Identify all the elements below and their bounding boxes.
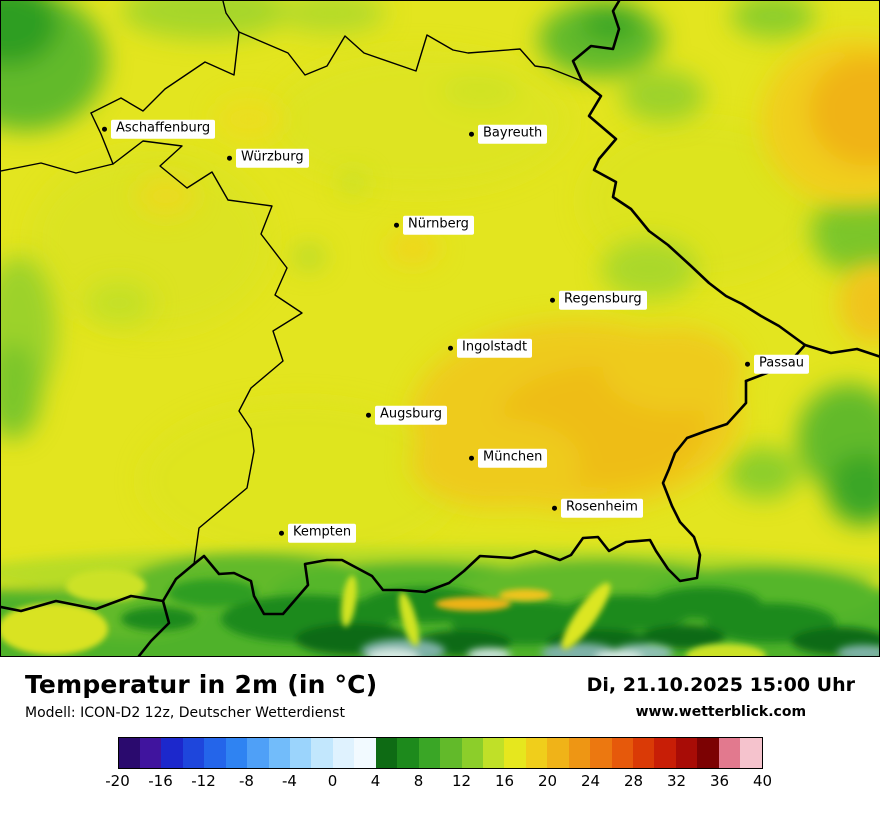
city-dot — [469, 131, 474, 137]
city-label: Ingolstadt — [457, 338, 533, 358]
legend-cell — [268, 738, 290, 768]
legend-cell — [633, 738, 655, 768]
city-dot — [550, 297, 555, 303]
green-cool-patches — [1, 1, 879, 525]
legend-cell — [461, 738, 483, 768]
legend-cell — [354, 738, 376, 768]
city-label: Nürnberg — [403, 215, 474, 235]
yellow-texture-patches — [31, 51, 821, 561]
legend-tick-label: -4 — [282, 772, 297, 790]
alps-cold-peaks — [361, 639, 879, 656]
legend-tick-label: -12 — [191, 772, 216, 790]
legend-cell — [590, 738, 612, 768]
city-label: Aschaffenburg — [111, 119, 216, 139]
footer-text-block: Temperatur in 2m (in °C) Modell: ICON-D2… — [0, 670, 880, 721]
city-marker-ingolstadt: Ingolstadt — [448, 338, 533, 358]
city-marker-bayreuth: Bayreuth — [469, 124, 548, 144]
legend-tick-label: 12 — [451, 772, 472, 790]
legend-cell — [161, 738, 183, 768]
legend-cell — [697, 738, 719, 768]
legend-tick-label: 16 — [494, 772, 515, 790]
alpine-valleys — [1, 570, 766, 656]
city-dot — [102, 126, 107, 132]
city-label-layer: Aschaffenburg Würzburg Bayreuth Nürnberg Reg… — [1, 1, 879, 656]
legend-tick-label: 40 — [752, 772, 773, 790]
page-title: Temperatur in 2m (in °C) — [25, 670, 378, 699]
legend-cell — [504, 738, 526, 768]
legend-tick-label: 28 — [623, 772, 644, 790]
city-dot — [448, 345, 453, 351]
legend-tick-label: -8 — [239, 772, 254, 790]
city-label: Rosenheim — [561, 498, 643, 518]
legend-tick-label: 24 — [580, 772, 601, 790]
city-dot — [469, 455, 474, 461]
state-border-lines — [1, 1, 583, 565]
temperature-legend: -20 -16 -12 -8 -4 0 4 8 12 16 20 24 28 32 36 40 — [0, 737, 880, 792]
legend-tick-label: -20 — [105, 772, 130, 790]
legend-cell — [525, 738, 548, 768]
city-marker-münchen: München — [469, 448, 548, 468]
city-marker-kempten: Kempten — [279, 523, 357, 543]
city-dot — [366, 412, 371, 418]
city-label: Kempten — [288, 523, 357, 543]
legend-tick-label: 0 — [327, 772, 338, 790]
model-info: Modell: ICON-D2 12z, Deutscher Wetterdie… — [25, 705, 345, 721]
legend-ticks: -20 -16 -12 -8 -4 0 4 8 12 16 20 24 28 32 36 40 — [105, 772, 772, 792]
legend-tick-label: 32 — [666, 772, 687, 790]
legend-cell — [440, 738, 462, 768]
temperature-map-svg — [1, 1, 879, 656]
legend-cell — [204, 738, 226, 768]
legend-cell — [611, 738, 633, 768]
valid-datetime: Di, 21.10.2025 15:00 Uhr — [586, 674, 855, 696]
legend-cell — [718, 738, 741, 768]
website-url: www.wetterblick.com — [635, 704, 807, 720]
legend-cell — [290, 738, 312, 768]
legend-cell — [482, 738, 505, 768]
legend-tick-label: 4 — [370, 772, 381, 790]
legend-tick-label: 36 — [709, 772, 730, 790]
legend-cell — [418, 738, 441, 768]
legend-cell — [332, 738, 355, 768]
legend-cell — [225, 738, 248, 768]
legend-cell — [139, 738, 162, 768]
legend-cell — [675, 738, 698, 768]
legend-cell — [118, 738, 140, 768]
footer: Temperatur in 2m (in °C) Modell: ICON-D2… — [0, 657, 880, 792]
legend-cell — [311, 738, 333, 768]
city-label: Würzburg — [236, 148, 309, 168]
city-marker-passau: Passau — [745, 354, 809, 374]
city-dot — [394, 222, 399, 228]
legend-cell — [375, 738, 398, 768]
legend-cell — [547, 738, 569, 768]
city-label: Augsburg — [375, 405, 448, 425]
city-dot — [227, 155, 232, 161]
city-marker-rosenheim: Rosenheim — [552, 498, 643, 518]
city-marker-würzburg: Würzburg — [227, 148, 309, 168]
city-label: Bayreuth — [478, 124, 548, 144]
legend-colorbar — [117, 737, 763, 769]
legend-tick-label: 8 — [413, 772, 424, 790]
city-dot — [745, 361, 750, 367]
footer-left-column: Temperatur in 2m (in °C) Modell: ICON-D2… — [25, 670, 377, 721]
legend-cell — [568, 738, 591, 768]
city-label: München — [478, 448, 548, 468]
legend-cell — [654, 738, 676, 768]
weather-map: Aschaffenburg Würzburg Bayreuth Nürnberg Reg… — [0, 0, 880, 657]
city-marker-regensburg: Regensburg — [550, 290, 647, 310]
legend-tick-label: 20 — [537, 772, 558, 790]
city-label: Passau — [754, 354, 809, 374]
city-marker-augsburg: Augsburg — [366, 405, 448, 425]
legend-cell — [182, 738, 205, 768]
country-border-lines — [1, 1, 879, 656]
city-dot — [552, 505, 557, 511]
legend-cell — [397, 738, 419, 768]
legend-cell — [740, 738, 762, 768]
city-marker-nürnberg: Nürnberg — [394, 215, 474, 235]
legend-cell — [247, 738, 269, 768]
footer-right-column: Di, 21.10.2025 15:00 Uhr www.wetterblick… — [587, 670, 855, 720]
city-dot — [279, 530, 284, 536]
legend-tick-label: -16 — [148, 772, 173, 790]
city-marker-aschaffenburg: Aschaffenburg — [102, 119, 216, 139]
city-label: Regensburg — [559, 290, 647, 310]
